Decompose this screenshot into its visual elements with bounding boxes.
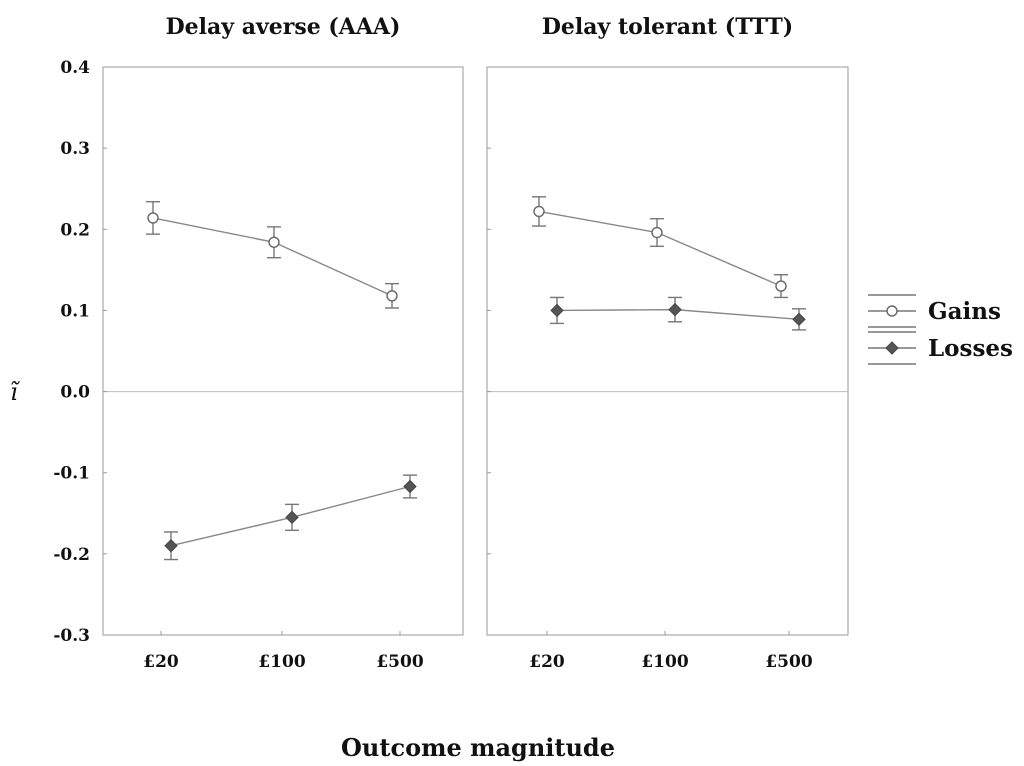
data-point-gains — [386, 290, 398, 302]
x-tick-label: £20 — [143, 652, 179, 672]
data-point-losses — [403, 479, 417, 494]
chart-panels: £20 £100 £500 Delay averse (AAA) £20 £100 £500… — [102, 14, 849, 672]
y-tick-label: 0.2 — [60, 220, 90, 240]
x-tick-label: £500 — [765, 652, 812, 672]
panel-title: Delay averse (AAA) — [166, 14, 401, 40]
x-tick-label: £100 — [641, 652, 688, 672]
x-tick-label: £20 — [529, 652, 565, 672]
panel-frame — [102, 66, 464, 636]
x-tick-label: £500 — [376, 652, 423, 672]
legend-label: Losses — [928, 335, 1013, 362]
legend-marker-losses — [885, 341, 899, 355]
series-gains — [532, 196, 788, 299]
data-point-gains — [775, 280, 787, 292]
legend-label: Gains — [928, 298, 1001, 325]
y-tick-label: 0.4 — [60, 58, 90, 78]
legend-item-gains: Gains — [868, 294, 1001, 328]
y-axis: 0.4 0.3 0.2 0.1 0.0 -0.1 -0.2 -0.3 — [53, 58, 90, 646]
panel-title: Delay tolerant (TTT) — [542, 14, 793, 40]
data-point-gains — [533, 205, 545, 218]
data-point-losses — [668, 302, 682, 317]
x-axis-label: Outcome magnitude — [341, 733, 615, 762]
panel-delay-averse-aaa: £20 £100 £500 Delay averse (AAA) — [102, 14, 464, 672]
series-losses — [550, 296, 806, 331]
legend-item-losses: Losses — [868, 331, 1013, 365]
data-point-losses — [792, 312, 806, 327]
data-point-gains — [268, 236, 280, 248]
series-line — [538, 210, 782, 287]
data-point-gains — [651, 226, 663, 239]
y-tick-label: -0.2 — [53, 545, 90, 565]
legend: Gains Losses — [868, 294, 1013, 365]
series-gains — [146, 200, 399, 309]
data-point-losses — [285, 510, 299, 525]
y-tick-label: -0.1 — [53, 464, 90, 484]
data-point-losses — [164, 539, 178, 553]
data-point-gains — [147, 212, 159, 224]
legend-marker-gains — [886, 305, 898, 317]
y-tick-label: 0.3 — [60, 139, 90, 159]
y-tick-label: -0.3 — [53, 626, 90, 646]
series-losses — [164, 474, 417, 561]
x-tick-label: £100 — [258, 652, 305, 672]
panel-delay-tolerant-ttt: £20 £100 £500 Delay tolerant (TTT) — [486, 14, 849, 672]
series-line — [152, 217, 393, 297]
y-tick-label: 0.1 — [60, 301, 90, 321]
data-point-losses — [550, 303, 564, 318]
panel-frame — [486, 66, 849, 636]
y-tick-label: 0.0 — [60, 383, 90, 403]
y-axis-label: ĩ — [10, 378, 20, 406]
